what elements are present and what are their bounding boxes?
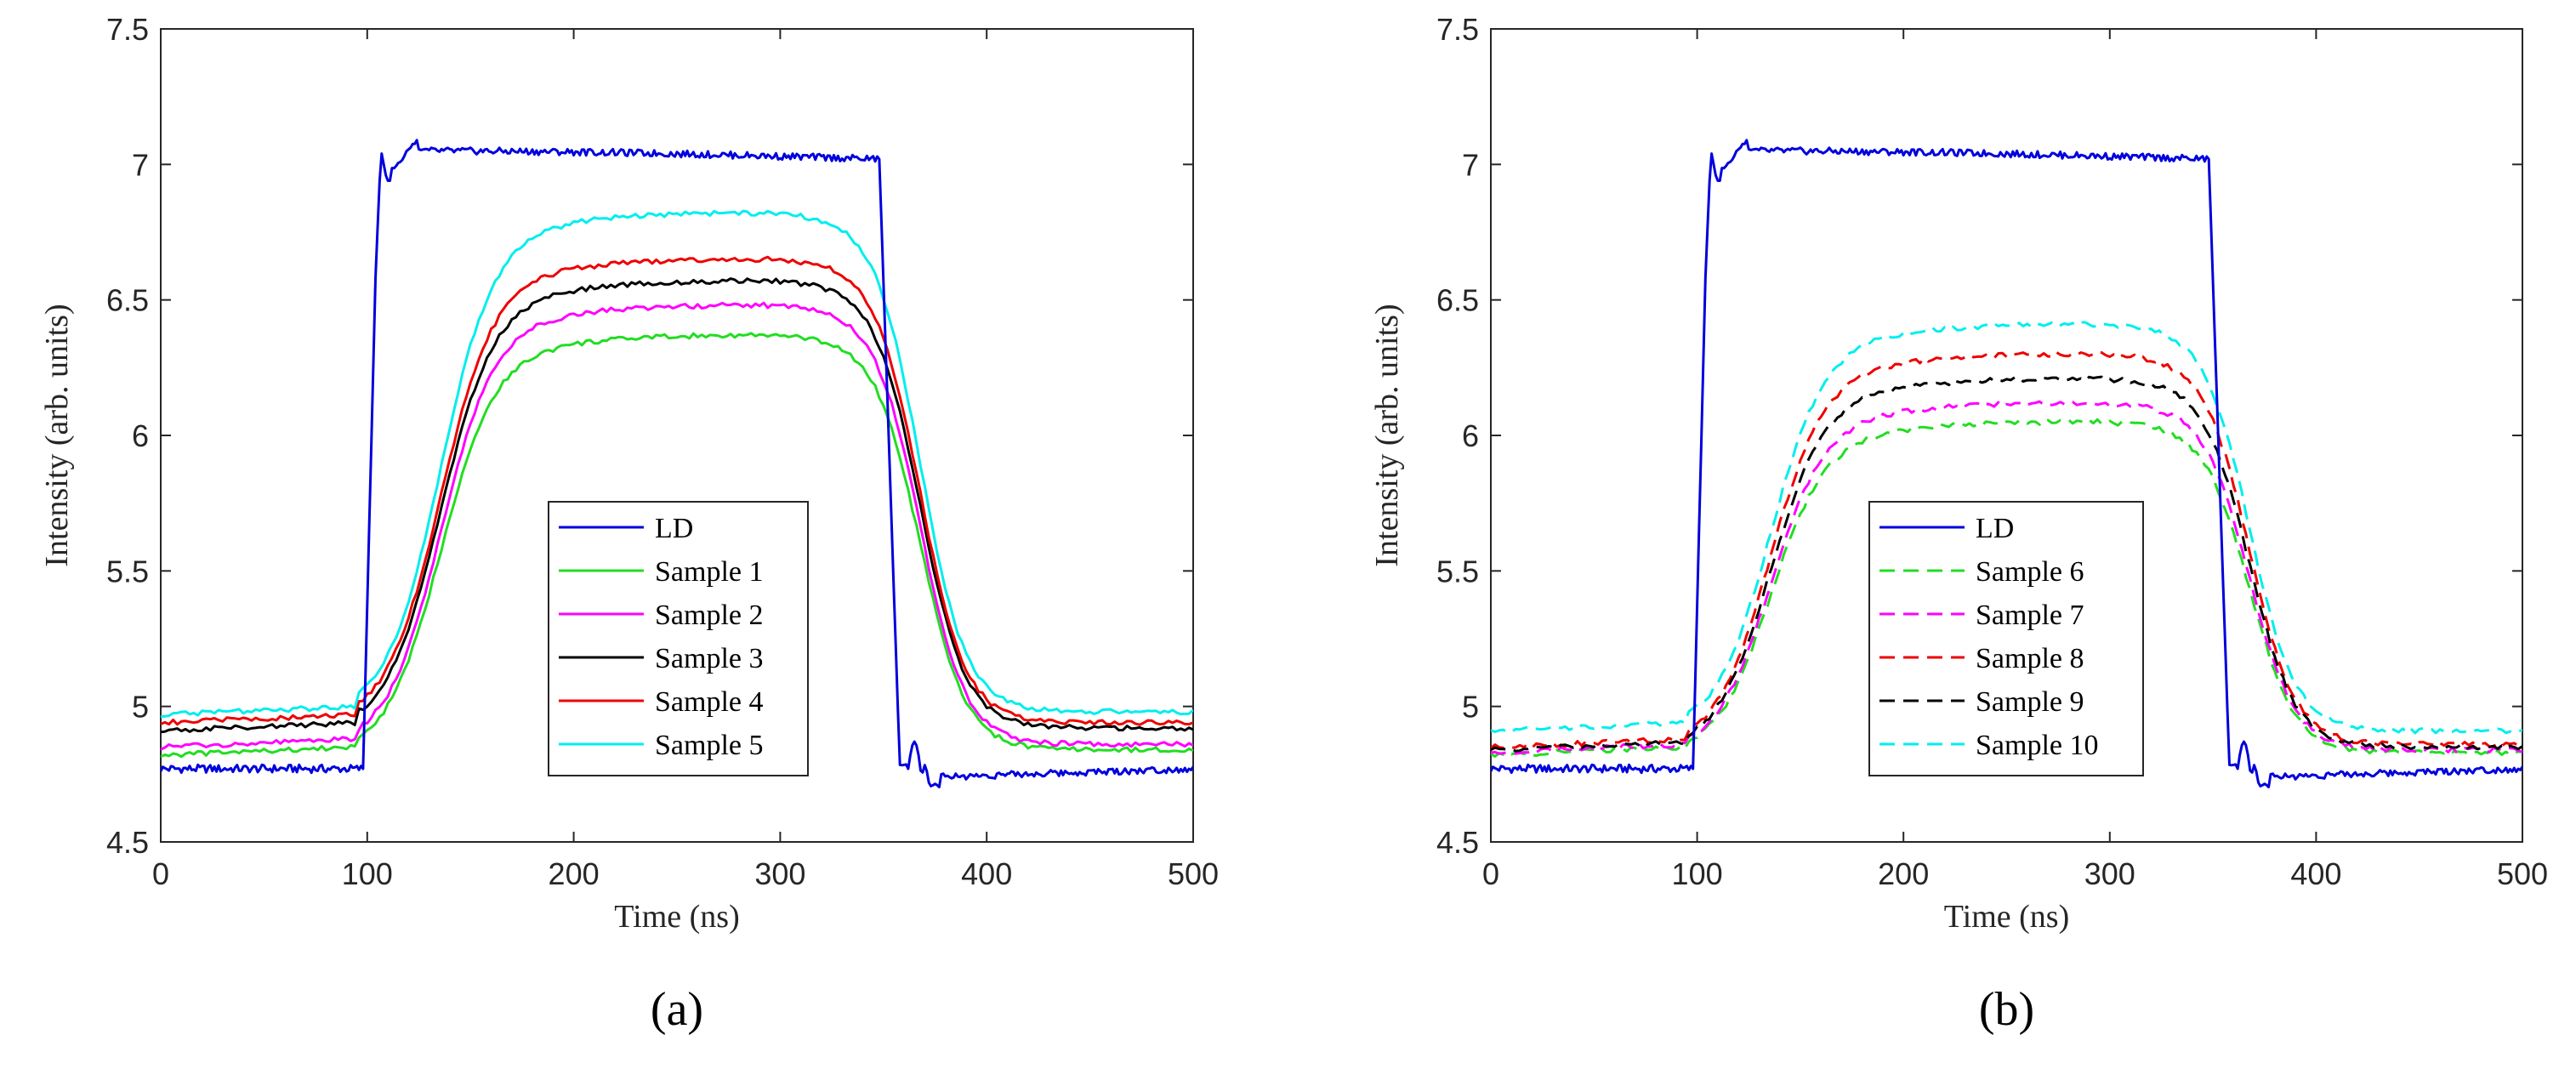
y-tick-label: 5	[1462, 690, 1479, 725]
y-tick-label: 7.5	[106, 12, 149, 47]
legend-entry: Sample 7	[1976, 600, 2084, 631]
series-line-ld	[161, 139, 1193, 788]
legend-entry: Sample 2	[655, 600, 763, 631]
panel-label: (b)	[1979, 983, 2034, 1036]
panel-label: (a)	[651, 983, 703, 1036]
x-axis-label: Time (ns)	[1944, 899, 2069, 935]
series-line-sample-8	[1491, 350, 2522, 749]
series-line-sample-10	[1491, 321, 2522, 735]
y-tick-label: 6.5	[106, 283, 149, 318]
legend: LD Sample 6 Sample 7 Sample 8 Sample 9 Sample…	[1868, 501, 2144, 776]
x-tick-label: 200	[549, 856, 600, 891]
series-line-ld	[1491, 139, 2522, 788]
x-tick-label: 400	[2290, 856, 2341, 891]
y-tick-label: 6	[132, 418, 149, 453]
legend-entry: Sample 1	[655, 556, 763, 588]
x-tick-label: 300	[754, 856, 805, 891]
x-tick-label: 400	[961, 856, 1012, 891]
y-tick-label: 7	[132, 147, 149, 182]
legend-entry: Sample 4	[655, 686, 763, 718]
y-tick-label: 5.5	[106, 554, 149, 589]
legend-entry: Sample 3	[655, 643, 763, 674]
y-tick-label: 5	[132, 690, 149, 725]
series-line-sample-7	[1491, 400, 2522, 755]
legend-box	[1868, 501, 2144, 776]
x-tick-label: 100	[1672, 856, 1723, 891]
y-tick-label: 4.5	[1436, 825, 1479, 860]
y-tick-label: 6.5	[1436, 283, 1479, 318]
y-tick-label: 4.5	[106, 825, 149, 860]
series-line-sample-3	[161, 277, 1193, 734]
chart-panel-2: 0 100 200 300 400 500 4.5 5 5.5 6 6.5 7 7.5 Time (ns)…	[1369, 12, 2548, 1036]
chart-panel-1: 0 100 200 300 400 500 4.5 5 5.5 6 6.5 7 7.5 Time (ns)…	[39, 12, 1219, 1036]
y-tick-label: 6	[1462, 418, 1479, 453]
y-tick-label: 7.5	[1436, 12, 1479, 47]
legend-entry: Sample 10	[1976, 730, 2098, 761]
x-tick-label: 0	[152, 856, 169, 891]
y-tick-label: 5.5	[1436, 554, 1479, 589]
series-line-sample-9	[1491, 375, 2522, 753]
x-tick-label: 500	[2497, 856, 2548, 891]
legend-box	[548, 501, 809, 776]
x-tick-label: 300	[2084, 856, 2135, 891]
y-axis-label: Intensity (arb. units)	[1369, 304, 1405, 566]
legend-entry: Sample 9	[1976, 686, 2084, 718]
y-tick-label: 7	[1462, 147, 1479, 182]
series-line-sample-5	[161, 209, 1193, 719]
series-line-sample-2	[161, 301, 1193, 751]
legend-entry: LD	[655, 513, 693, 544]
legend-entry: Sample 6	[1976, 556, 2084, 588]
x-tick-label: 100	[342, 856, 393, 891]
x-axis-label: Time (ns)	[614, 899, 739, 935]
x-tick-label: 500	[1168, 856, 1219, 891]
x-tick-label: 200	[1878, 856, 1929, 891]
series-line-sample-6	[1491, 418, 2522, 758]
series-line-sample-1	[161, 332, 1193, 759]
legend-entry: Sample 8	[1976, 643, 2084, 674]
y-axis-label: Intensity (arb. units)	[39, 304, 75, 566]
legend-entry: Sample 5	[655, 730, 763, 761]
legend-entry: LD	[1976, 513, 2014, 544]
series-line-sample-4	[161, 255, 1193, 726]
legend: LD Sample 1 Sample 2 Sample 3 Sample 4 Sample…	[548, 501, 809, 776]
x-tick-label: 0	[1482, 856, 1499, 891]
